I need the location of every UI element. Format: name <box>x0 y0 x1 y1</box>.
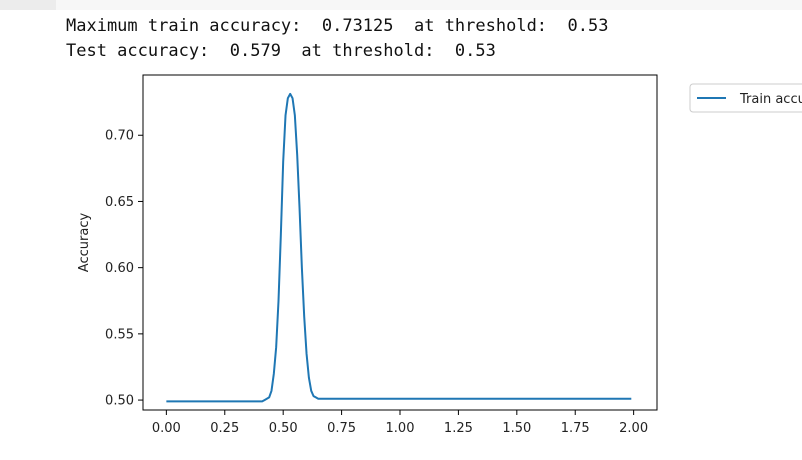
y-tick-label: 0.55 <box>105 327 134 342</box>
x-tick-label: 1.25 <box>444 421 473 436</box>
y-axis-ticks: 0.50 0.55 0.60 0.65 0.70 <box>105 129 143 409</box>
cell-output-text: Maximum train accuracy: 0.73125 at thres… <box>66 14 608 64</box>
y-tick-label: 0.65 <box>105 195 134 210</box>
x-axis-ticks: 0.00 0.25 0.50 0.75 1.00 1.25 1.50 1.75 2.00 <box>152 410 648 436</box>
y-tick-label: 0.60 <box>105 261 134 276</box>
train-accuracy-line: Maximum train accuracy: 0.73125 at thres… <box>66 16 609 36</box>
legend-box <box>689 83 802 113</box>
test-accuracy-line: Test accuracy: 0.579 at threshold: 0.53 <box>66 41 496 61</box>
plot-area-frame <box>142 74 658 411</box>
series-group <box>166 92 632 403</box>
notebook-top-strip <box>0 0 802 10</box>
x-tick-label: 1.00 <box>386 421 415 436</box>
x-tick-label: 0.25 <box>210 421 239 436</box>
legend: Train accuracy <box>689 83 802 113</box>
x-tick-label: 0.50 <box>269 421 298 436</box>
y-tick-label: 0.50 <box>105 394 134 409</box>
y-axis-title: Accuracy <box>77 213 92 273</box>
legend-label-train-accuracy: Train accuracy <box>739 92 802 107</box>
series-line-train-accuracy <box>166 92 632 403</box>
y-tick-label: 0.70 <box>105 129 134 144</box>
x-tick-label: 0.00 <box>152 421 181 436</box>
x-tick-label: 0.75 <box>327 421 356 436</box>
cell-prompt-area <box>0 0 56 10</box>
x-tick-label: 2.00 <box>619 421 648 436</box>
x-tick-label: 1.50 <box>502 421 531 436</box>
x-tick-label: 1.75 <box>561 421 590 436</box>
